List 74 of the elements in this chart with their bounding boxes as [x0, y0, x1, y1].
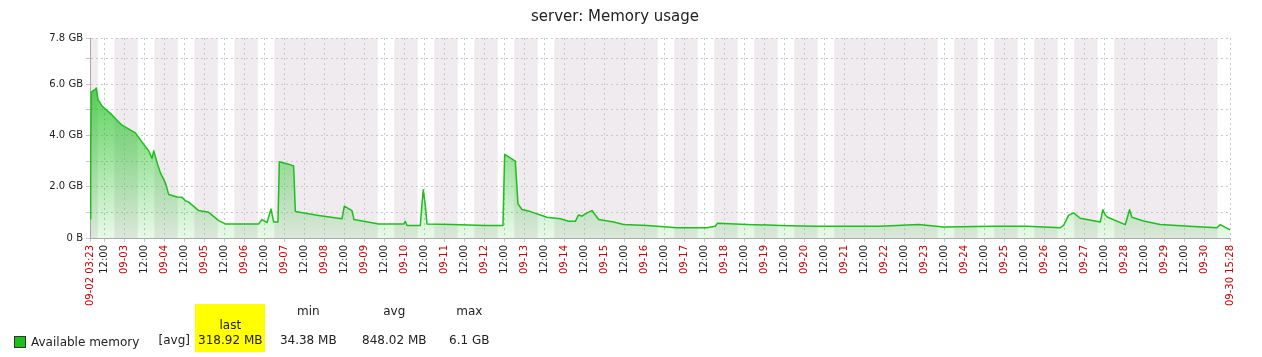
- x-tick-label: 09-16: [637, 245, 649, 275]
- x-tick-label: 12:00: [1137, 245, 1149, 274]
- x-tick-label: 12:00: [417, 245, 429, 274]
- x-tick-label: 12:00: [897, 245, 909, 274]
- x-tick-label: 09-30 15:28: [1223, 245, 1235, 307]
- x-tick-label: 09-18: [717, 245, 729, 275]
- x-tick-label: 09-21: [837, 245, 849, 275]
- x-tick-label: 12:00: [297, 245, 309, 274]
- x-tick-label: 12:00: [977, 245, 989, 274]
- x-tick-label: 12:00: [457, 245, 469, 274]
- x-tick-label: 09-09: [357, 245, 369, 275]
- x-tick-label: 09-03: [117, 245, 129, 275]
- x-tick-label: 09-24: [957, 245, 969, 275]
- y-tick-label: 4.0 GB: [49, 129, 84, 141]
- x-tick-label: 12:00: [337, 245, 349, 274]
- legend-label: Available memory: [31, 334, 140, 349]
- x-tick-label: 12:00: [97, 245, 109, 274]
- x-tick-label: 09-20: [797, 245, 809, 275]
- text: 34.38 MB: [278, 333, 338, 349]
- x-tick-label: 12:00: [537, 245, 549, 274]
- x-tick-label: 09-12: [477, 245, 489, 275]
- x-tick-label: 09-06: [237, 245, 249, 275]
- text: min: [295, 304, 321, 320]
- x-tick-label: 09-29: [1157, 245, 1169, 275]
- x-tick-label: 09-30: [1197, 245, 1209, 275]
- x-tick-label: 09-04: [157, 245, 169, 275]
- x-tick-label: 12:00: [577, 245, 589, 274]
- x-tick-label: 12:00: [737, 245, 749, 274]
- x-tick-label: 12:00: [777, 245, 789, 274]
- x-tick-label: 12:00: [217, 245, 229, 274]
- x-tick-label: 12:00: [697, 245, 709, 274]
- x-tick-label: 12:00: [177, 245, 189, 274]
- x-tick-label: 09-10: [397, 245, 409, 275]
- text: last: [195, 304, 266, 333]
- x-tick-label: 12:00: [817, 245, 829, 274]
- text: [avg]: [157, 333, 191, 349]
- x-tick-label: 12:00: [1177, 245, 1189, 274]
- text: 318.92 MB: [195, 333, 266, 352]
- x-tick-label: 12:00: [257, 245, 269, 274]
- x-tick-label: 09-05: [197, 245, 209, 275]
- text: 848.02 MB: [361, 333, 428, 349]
- x-tick-label: 09-23: [917, 245, 929, 275]
- y-tick-label: 6.0 GB: [49, 77, 84, 89]
- x-tick-label: 12:00: [617, 245, 629, 274]
- x-tick-label: 09-17: [677, 245, 689, 275]
- x-tick-label: 12:00: [377, 245, 389, 274]
- x-tick-label: 12:00: [1097, 245, 1109, 274]
- x-tick-label: 12:00: [857, 245, 869, 274]
- x-tick-label: 12:00: [1057, 245, 1069, 274]
- chart-title: server: Memory usage: [530, 6, 700, 25]
- y-tick-label: 2.0 GB: [49, 180, 84, 192]
- x-tick-label: 12:00: [937, 245, 949, 274]
- text: avg: [382, 304, 407, 320]
- x-tick-label: 09-27: [1077, 245, 1089, 275]
- y-tick-label: 7.8 GB: [49, 31, 84, 43]
- x-tick-label: 09-02 03:23: [83, 245, 95, 307]
- x-tick-label: 09-14: [557, 245, 569, 275]
- x-tick-label: 12:00: [137, 245, 149, 274]
- y-tick-label: 0 B: [66, 231, 84, 243]
- x-tick-label: 09-13: [517, 245, 529, 275]
- x-tick-label: 12:00: [1017, 245, 1029, 274]
- x-tick-label: 09-08: [317, 245, 329, 275]
- x-tick-label: 12:00: [657, 245, 669, 274]
- text: max: [455, 304, 484, 320]
- x-tick-label: 09-15: [597, 245, 609, 275]
- x-tick-label: 09-11: [437, 245, 449, 275]
- x-tick-label: 09-07: [277, 245, 289, 275]
- text: 6.1 GB: [448, 333, 491, 349]
- x-tick-label: 09-19: [757, 245, 769, 275]
- x-tick-label: 09-22: [877, 245, 889, 275]
- x-tick-label: 12:00: [497, 245, 509, 274]
- x-tick-label: 09-28: [1117, 245, 1129, 275]
- x-tick-label: 09-26: [1037, 245, 1049, 275]
- x-tick-label: 09-25: [997, 245, 1009, 275]
